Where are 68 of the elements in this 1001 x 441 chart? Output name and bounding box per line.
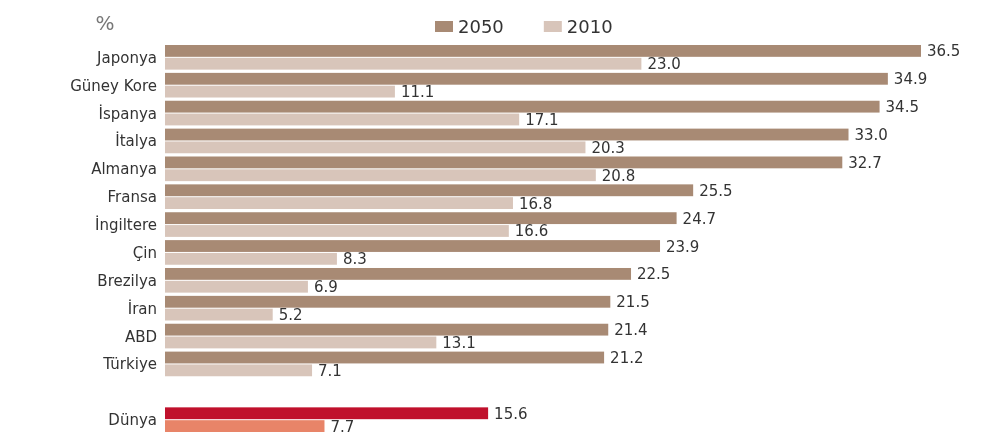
data-label: 33.0: [854, 126, 888, 145]
bar: [165, 420, 325, 432]
y-axis-title: %: [95, 11, 115, 35]
y-tick-label: Fransa: [107, 188, 157, 207]
y-tick-label: İran: [127, 298, 157, 318]
data-label: 13.1: [442, 333, 476, 352]
y-tick-label: Çin: [132, 243, 157, 262]
bar: [165, 308, 273, 321]
data-label: 34.5: [885, 98, 919, 117]
bar: [165, 100, 880, 113]
data-label: 24.7: [682, 209, 716, 228]
data-label: 15.6: [494, 404, 528, 423]
data-label: 6.9: [313, 278, 338, 297]
bar: [165, 169, 596, 182]
data-label: 16.8: [518, 194, 553, 213]
data-label: 17.1: [525, 110, 559, 129]
bar: [165, 72, 888, 85]
y-tick-label: Brezilya: [97, 271, 157, 290]
data-label: 23.0: [647, 55, 681, 74]
bar: [165, 113, 520, 126]
bar: [165, 141, 586, 154]
bar: [165, 240, 661, 252]
y-tick-label: Türkiye: [102, 355, 157, 374]
y-tick-label: ABD: [124, 327, 157, 346]
data-label: 20.3: [591, 138, 625, 157]
y-tick-label: İngiltere: [95, 215, 157, 235]
bar: [165, 364, 313, 377]
y-tick-label: İspanya: [98, 103, 157, 123]
data-label: 36.5: [927, 42, 961, 61]
bar: [165, 156, 843, 169]
bar: [165, 267, 632, 280]
legend-label: 2010: [566, 16, 613, 37]
bar: [165, 323, 609, 336]
bar: [165, 407, 489, 420]
bar: [165, 184, 694, 197]
bar: [165, 336, 437, 349]
y-tick-label: Güney Kore: [70, 76, 157, 95]
data-label: 21.4: [614, 321, 648, 340]
bar: [165, 57, 642, 70]
y-tick-label: Japonya: [96, 48, 157, 67]
bar: [165, 212, 677, 225]
data-label: 8.3: [342, 250, 367, 269]
data-label: 11.1: [400, 83, 435, 102]
bar: [165, 351, 605, 364]
y-tick-label: İtalya: [115, 131, 157, 151]
legend-label: 2050: [458, 16, 504, 37]
data-label: 32.7: [848, 153, 882, 172]
data-label: 20.8: [601, 166, 636, 185]
bar: [165, 128, 849, 141]
bar: [165, 225, 509, 237]
bar: [165, 280, 308, 293]
data-label: 7.7: [330, 417, 355, 436]
bar: [165, 295, 611, 308]
data-label: 21.5: [616, 293, 650, 312]
data-label: 22.5: [637, 265, 671, 284]
bar: [165, 197, 513, 210]
y-tick-label: Dünya: [108, 411, 157, 430]
data-label: 34.9: [893, 70, 928, 89]
data-label: 16.6: [514, 222, 549, 241]
data-label: 21.2: [610, 349, 644, 368]
data-label: 23.9: [666, 237, 700, 256]
bar: [165, 85, 395, 98]
bar: [165, 45, 921, 57]
data-label: 5.2: [278, 306, 303, 325]
data-label: 25.5: [699, 181, 733, 200]
bar: [165, 252, 337, 265]
data-label: 7.1: [318, 361, 342, 380]
y-tick-label: Almanya: [91, 160, 157, 179]
